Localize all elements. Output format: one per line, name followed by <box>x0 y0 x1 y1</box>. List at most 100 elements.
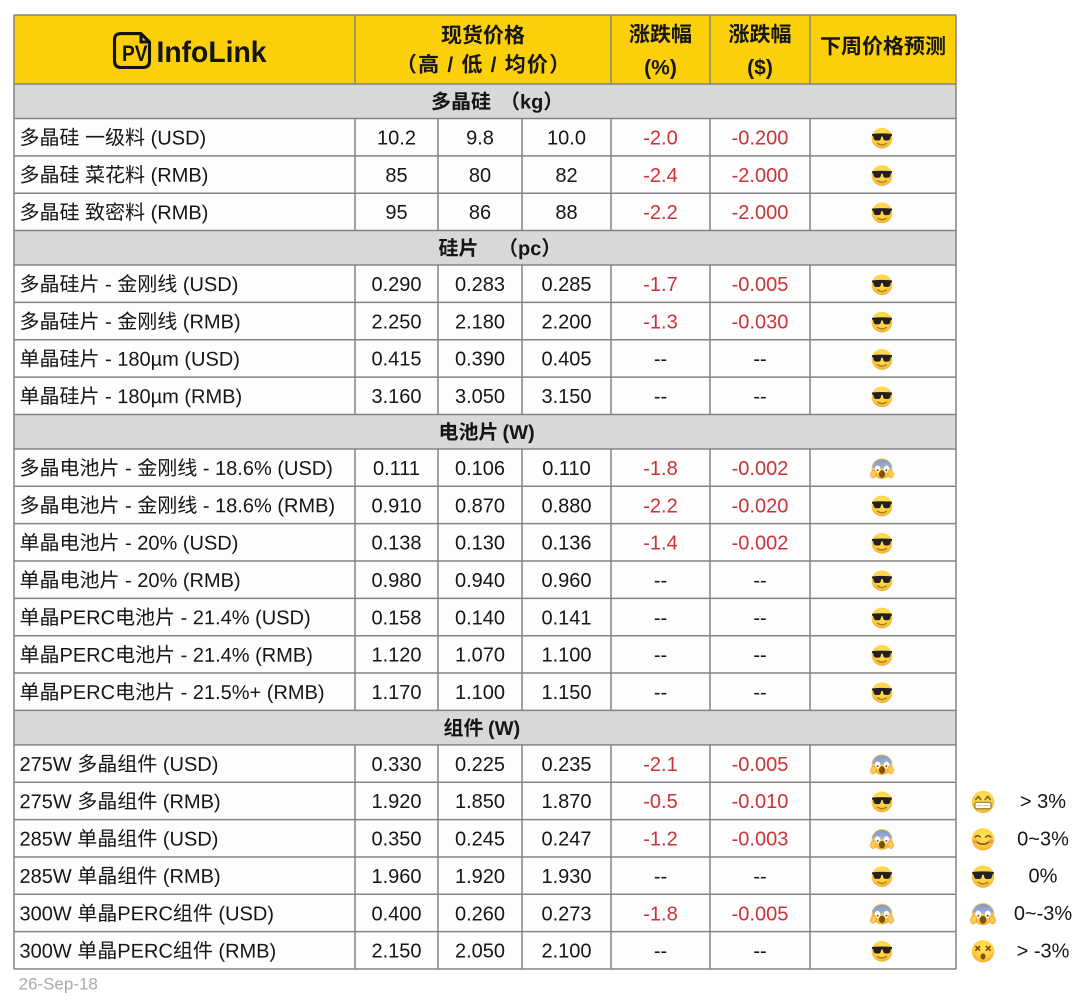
svg-text:(%): (%) <box>644 57 677 80</box>
svg-text:95: 95 <box>385 202 407 224</box>
svg-text:9.8: 9.8 <box>466 128 494 150</box>
svg-text:2.200: 2.200 <box>541 311 591 333</box>
svg-text:0.940: 0.940 <box>455 570 505 592</box>
svg-text:--: -- <box>753 349 766 371</box>
svg-text:0.130: 0.130 <box>455 533 505 555</box>
svg-text:--: -- <box>654 682 667 704</box>
svg-text:0.245: 0.245 <box>455 829 505 851</box>
svg-text:--: -- <box>753 386 766 408</box>
svg-text:--: -- <box>753 607 766 629</box>
svg-text:1.850: 1.850 <box>455 791 505 813</box>
svg-text:-0.010: -0.010 <box>732 791 789 813</box>
svg-text:-1.8: -1.8 <box>643 458 677 480</box>
svg-text:85: 85 <box>385 165 407 187</box>
svg-text:-2.000: -2.000 <box>732 165 789 187</box>
svg-text:-2.2: -2.2 <box>643 495 677 517</box>
svg-text:0.960: 0.960 <box>541 570 591 592</box>
svg-text:0.235: 0.235 <box>541 754 591 776</box>
svg-text:0~3%: 0~3% <box>1017 828 1069 850</box>
svg-text:1.070: 1.070 <box>455 645 505 667</box>
svg-text:0.158: 0.158 <box>371 607 421 629</box>
svg-text:-0.002: -0.002 <box>732 458 789 480</box>
svg-text:-2.0: -2.0 <box>643 128 677 150</box>
svg-text:-1.8: -1.8 <box>643 903 677 925</box>
svg-text:0.106: 0.106 <box>455 458 505 480</box>
svg-text:0.283: 0.283 <box>455 274 505 296</box>
svg-text:2.180: 2.180 <box>455 311 505 333</box>
svg-text:0.910: 0.910 <box>371 495 421 517</box>
svg-text:--: -- <box>753 570 766 592</box>
svg-text:($): ($) <box>747 57 773 80</box>
svg-text:1.930: 1.930 <box>541 866 591 888</box>
svg-text:0.247: 0.247 <box>541 829 591 851</box>
svg-text:-0.030: -0.030 <box>732 311 789 333</box>
svg-text:--: -- <box>753 645 766 667</box>
svg-text:3.150: 3.150 <box>541 386 591 408</box>
svg-text:-0.005: -0.005 <box>732 754 789 776</box>
svg-text:82: 82 <box>555 165 577 187</box>
svg-text:--: -- <box>654 866 667 888</box>
svg-text:-0.5: -0.5 <box>643 791 677 813</box>
svg-text:--: -- <box>654 645 667 667</box>
svg-text:-2.4: -2.4 <box>643 165 677 187</box>
svg-text:--: -- <box>654 570 667 592</box>
svg-text:26-Sep-18: 26-Sep-18 <box>19 975 98 994</box>
svg-text:2.100: 2.100 <box>541 941 591 963</box>
svg-text:--: -- <box>654 941 667 963</box>
svg-text:0.980: 0.980 <box>371 570 421 592</box>
svg-text:0.880: 0.880 <box>541 495 591 517</box>
svg-text:0.225: 0.225 <box>455 754 505 776</box>
svg-text:1.170: 1.170 <box>371 682 421 704</box>
svg-text:1.870: 1.870 <box>541 791 591 813</box>
svg-text:0.870: 0.870 <box>455 495 505 517</box>
svg-text:-0.005: -0.005 <box>732 903 789 925</box>
svg-text:0.330: 0.330 <box>371 754 421 776</box>
svg-text:-0.200: -0.200 <box>732 128 789 150</box>
svg-text:1.100: 1.100 <box>455 682 505 704</box>
svg-text:0.260: 0.260 <box>455 903 505 925</box>
svg-text:2.050: 2.050 <box>455 941 505 963</box>
svg-text:0.400: 0.400 <box>371 903 421 925</box>
svg-text:1.100: 1.100 <box>541 645 591 667</box>
svg-text:0.405: 0.405 <box>541 349 591 371</box>
svg-text:86: 86 <box>469 202 491 224</box>
svg-text:2.250: 2.250 <box>371 311 421 333</box>
svg-text:-0.003: -0.003 <box>732 829 789 851</box>
svg-text:3.050: 3.050 <box>455 386 505 408</box>
svg-text:1.150: 1.150 <box>541 682 591 704</box>
svg-text:-2.000: -2.000 <box>732 202 789 224</box>
svg-text:0.285: 0.285 <box>541 274 591 296</box>
svg-text:10.0: 10.0 <box>547 128 586 150</box>
svg-text:0.138: 0.138 <box>371 533 421 555</box>
svg-text:-1.4: -1.4 <box>643 533 677 555</box>
svg-text:1.120: 1.120 <box>371 645 421 667</box>
svg-text:-0.002: -0.002 <box>732 533 789 555</box>
svg-text:> -3%: > -3% <box>1017 940 1070 962</box>
svg-text:3.160: 3.160 <box>371 386 421 408</box>
svg-text:-0.020: -0.020 <box>732 495 789 517</box>
svg-text:0.111: 0.111 <box>373 458 420 480</box>
svg-text:-1.2: -1.2 <box>643 829 677 851</box>
svg-text:0.110: 0.110 <box>542 458 591 480</box>
svg-text:--: -- <box>654 386 667 408</box>
svg-text:0.390: 0.390 <box>455 349 505 371</box>
svg-text:10.2: 10.2 <box>377 128 416 150</box>
svg-text:1.960: 1.960 <box>371 866 421 888</box>
svg-text:--: -- <box>753 941 766 963</box>
svg-text:0.136: 0.136 <box>541 533 591 555</box>
svg-text:1.920: 1.920 <box>455 866 505 888</box>
svg-text:> 3%: > 3% <box>1020 791 1066 813</box>
svg-text:88: 88 <box>555 202 577 224</box>
svg-text:-1.7: -1.7 <box>643 274 677 296</box>
svg-text:0.415: 0.415 <box>371 349 421 371</box>
svg-text:0~-3%: 0~-3% <box>1014 903 1073 925</box>
svg-text:-1.3: -1.3 <box>643 311 677 333</box>
svg-text:0%: 0% <box>1029 866 1058 888</box>
svg-text:1.920: 1.920 <box>371 791 421 813</box>
svg-text:PV: PV <box>122 41 148 66</box>
svg-text:--: -- <box>753 682 766 704</box>
svg-text:--: -- <box>753 866 766 888</box>
svg-text:2.150: 2.150 <box>371 941 421 963</box>
svg-text:InfoLink: InfoLink <box>157 36 267 69</box>
svg-text:0.140: 0.140 <box>455 607 505 629</box>
